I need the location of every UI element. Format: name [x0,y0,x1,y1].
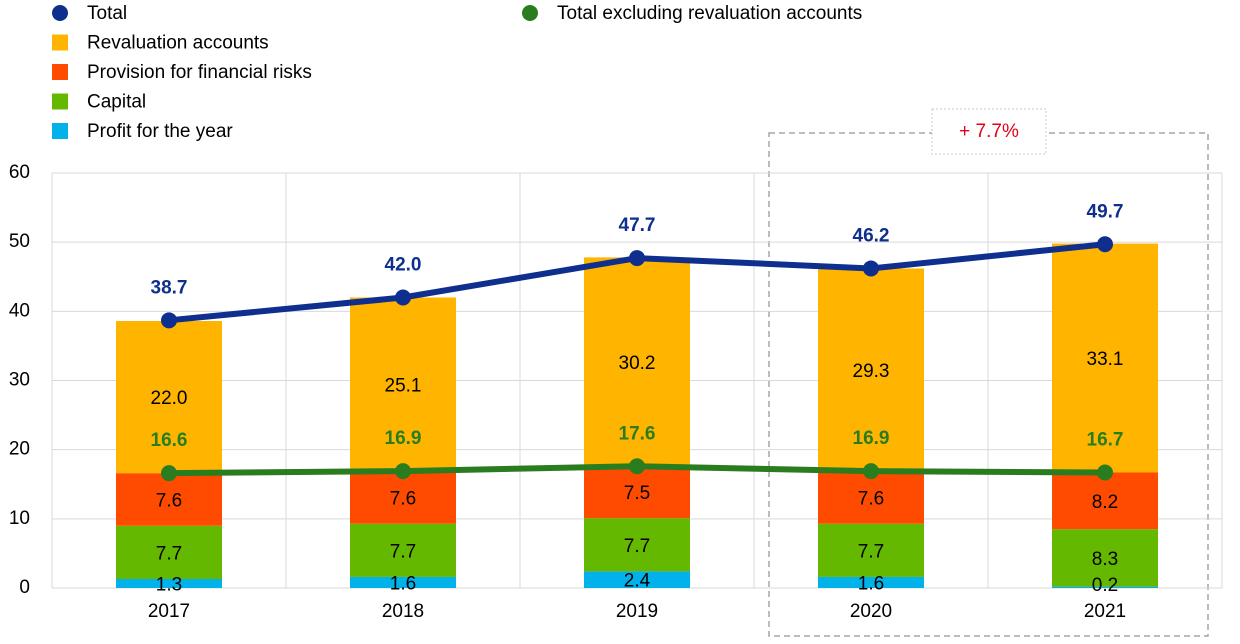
bar-segment [584,571,690,588]
line-marker [863,463,879,480]
legend-label: Revaluation accounts [87,33,269,54]
x-tick-label: 2021 [1084,601,1126,622]
line-marker [161,312,177,329]
line-label: 38.7 [151,277,188,298]
bar-segment [350,576,456,588]
bar-label: 1.6 [858,573,884,594]
line-label: 42.0 [385,255,422,276]
bar-label: 7.7 [624,536,650,557]
bar-segment [350,297,456,472]
bar-label: 7.6 [858,488,884,509]
y-tick-label: 40 [9,300,30,321]
bar-label: 0.2 [1092,575,1118,596]
line-marker [161,465,177,482]
line-marker [863,260,879,277]
bar-segment [584,466,690,519]
bar-segment [818,523,924,577]
bar-label: 25.1 [385,375,422,396]
line-marker [629,250,645,267]
bar-label: 8.2 [1092,492,1118,513]
bar-label: 7.7 [390,541,416,562]
x-tick-label: 2018 [382,601,424,622]
legend-marker [52,34,68,51]
legend-marker [52,93,68,110]
bars [116,243,1158,588]
bar-label: 7.7 [858,541,884,562]
bar-label: 30.2 [619,353,656,374]
line-marker [629,458,645,475]
bar-segment [350,523,456,577]
bar-label: 7.6 [156,490,182,511]
bar-segment [584,257,690,467]
bar-label: 7.6 [390,488,416,509]
line-label: 17.6 [619,423,656,444]
y-tick-label: 10 [9,508,30,529]
labels: 1.3 7.7 7.6 22.0 1.6 7.7 7.6 25.1 2.4 7.7 7.5 30.2 1… [151,201,1124,596]
legend-label: Total excluding revaluation accounts [557,3,862,24]
line-label: 16.9 [385,428,422,449]
bar-segment [1052,472,1158,530]
line-marker [1097,464,1113,481]
line-label: 16.6 [151,430,188,451]
bar-segment [116,579,222,588]
line-label: 16.7 [1087,430,1124,451]
bar-segment [1052,529,1158,587]
annotation: + 7.7% [959,121,1019,142]
bar-segment [116,473,222,526]
x-tick-label: 2019 [616,601,658,622]
x-tick-label: 2020 [850,601,892,622]
annotation-box [931,108,1047,155]
bar-segment [350,471,456,524]
line-marker [1097,236,1113,253]
bar-label: 22.0 [151,388,188,409]
y-tick-label: 30 [9,370,30,391]
bar-segment [818,268,924,472]
line-label: 16.9 [853,428,890,449]
y-tick-label: 0 [19,577,30,598]
legend-marker [52,5,68,21]
line-label: 49.7 [1087,201,1124,222]
bar-label: 1.6 [390,573,416,594]
bar-segment [1052,586,1158,588]
bar-label: 1.3 [156,575,182,596]
bar-segment [116,321,222,474]
bar-label: 8.3 [1092,549,1118,570]
y-tick-label: 50 [9,231,30,252]
bar-label: 2.4 [624,571,651,592]
line-marker [395,289,411,306]
legend-label: Profit for the year [87,121,233,142]
bar-label: 29.3 [853,361,890,382]
bar-segment [584,518,690,572]
legend-label: Provision for financial risks [87,62,312,83]
legend-marker [522,5,538,21]
legend-marker [52,123,68,139]
bar-segment [818,576,924,588]
line-label: 47.7 [619,215,656,236]
bar-segment [1052,243,1158,473]
bar-segment [818,471,924,524]
line-label: 46.2 [853,225,890,246]
lines [161,236,1113,482]
legend-marker [52,64,68,80]
x-tick-label: 2017 [148,601,190,622]
y-tick-label: 20 [9,439,30,460]
bar-label: 7.7 [156,543,182,564]
bar-segment [116,525,222,580]
legend-label: Capital [87,92,146,113]
bar-label: 7.5 [624,483,650,504]
legend-label: Total [87,3,127,24]
highlight-box [768,132,1209,637]
y-tick-label: 60 [9,162,30,183]
line-marker [395,463,411,480]
bar-label: 33.1 [1087,349,1124,370]
